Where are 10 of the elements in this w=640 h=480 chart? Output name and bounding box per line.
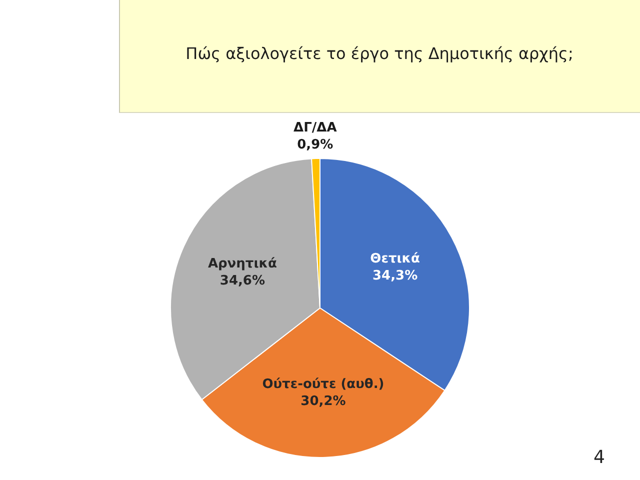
slice-label: Ούτε-ούτε (αυθ.) (262, 377, 384, 392)
data-label: 34,6% (220, 274, 265, 289)
data-label: 34,3% (372, 268, 418, 284)
slice-label: ΔΓ/ΔΑ (294, 120, 337, 136)
data-label: 30,2% (300, 394, 346, 410)
chart-title: Πώς αξιολογείτε το έργο της Δημοτικής αρχής; (184, 44, 574, 63)
text: 4 (594, 447, 605, 468)
slice-label: Θετικά (370, 252, 420, 267)
data-label: 0,9% (297, 137, 334, 152)
slice-label: Αρνητικά (208, 256, 278, 272)
